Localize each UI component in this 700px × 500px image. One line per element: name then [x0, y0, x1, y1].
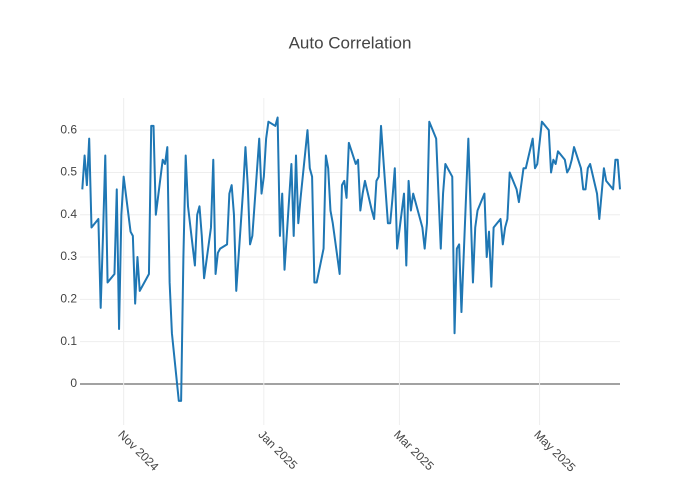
y-tick-label: 0.6 [60, 122, 77, 136]
y-tick-label: 0 [70, 376, 77, 390]
y-tick-label: 0.3 [60, 249, 77, 263]
y-tick-label: 0.1 [60, 334, 77, 348]
x-tick-label: Nov 2024 [115, 427, 161, 473]
x-tick-label: May 2025 [531, 427, 578, 474]
y-tick-label: 0.5 [60, 165, 77, 179]
x-tick-label: Mar 2025 [391, 427, 437, 473]
line [81, 116, 621, 402]
x-tick-label: Jan 2025 [255, 427, 300, 472]
y-tick-label: 0.2 [60, 292, 77, 306]
y-tick-label: 0.4 [60, 207, 77, 221]
chart-title: Auto Correlation [289, 33, 412, 52]
